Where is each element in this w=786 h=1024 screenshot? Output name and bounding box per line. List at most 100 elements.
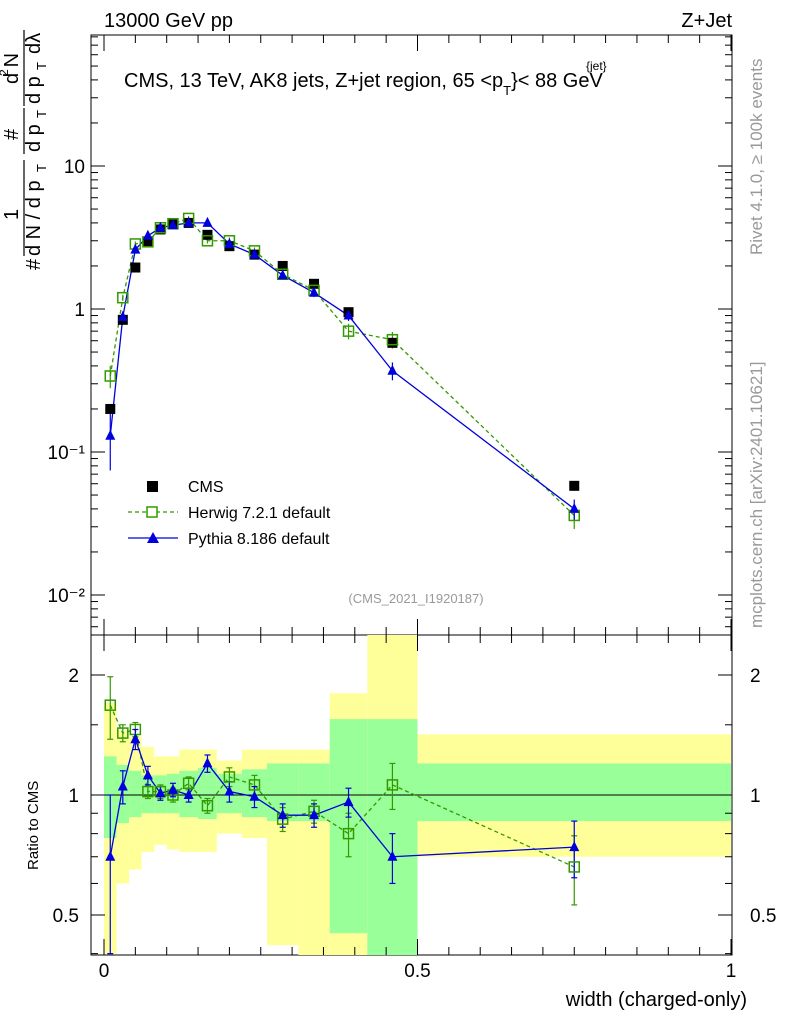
cms-point	[202, 229, 213, 240]
pythia-point	[309, 286, 320, 297]
ratio-band-inner	[417, 763, 731, 822]
pythia-point	[343, 309, 354, 320]
herwig-ratio-point	[223, 771, 236, 783]
legend: CMS Herwig 7.2.1 default Pythia 8.186 de…	[128, 479, 331, 548]
plot-title-sub: T	[503, 83, 511, 98]
herwig-point	[117, 291, 129, 304]
plot-title: CMS, 13 TeV, AK8 jets, Z+jet region, 65 …	[124, 70, 603, 98]
pythia-ratio-point	[183, 789, 194, 799]
cms-point	[105, 403, 116, 414]
legend-herwig-label: Herwig 7.2.1 default	[188, 505, 331, 522]
legend-cms-marker	[147, 481, 158, 492]
legend-pythia-marker	[147, 532, 159, 543]
plot-title-sup: {jet}	[586, 59, 607, 73]
ratio-y-tick-label: 0.5	[53, 906, 79, 927]
herwig-ratio-point	[104, 699, 117, 711]
herwig-ratio-point	[342, 827, 355, 840]
x-tick-label: 1	[726, 961, 737, 982]
cms-point	[387, 337, 398, 348]
plot-title-tail: }< 88 GeV	[511, 70, 603, 92]
svg-text:#: #	[23, 258, 45, 270]
plot-title-main: CMS, 13 TeV, AK8 jets, Z+jet region, 65 …	[124, 70, 503, 92]
svg-text:2: 2	[0, 69, 11, 76]
herwig-ratio-point	[568, 861, 580, 873]
process-label: Z+Jet	[681, 10, 732, 32]
herwig-ratio-point	[142, 785, 154, 798]
legend-pythia-label: Pythia 8.186 default	[188, 531, 330, 548]
ratio-y-tick-label: 1	[68, 786, 79, 807]
x-axis-label: width (charged-only)	[565, 989, 747, 1011]
pythia-ratio-point	[309, 809, 320, 820]
pythia-ratio-point	[343, 796, 354, 807]
svg-text:T: T	[34, 62, 49, 70]
svg-text:T: T	[34, 164, 49, 172]
pythia-point	[387, 364, 398, 375]
svg-text:dλ: dλ	[23, 33, 45, 54]
herwig-ratio-point	[201, 799, 214, 812]
cms-point	[142, 236, 153, 247]
pythia-point	[130, 243, 141, 254]
pythia-point	[117, 310, 128, 321]
pythia-ratio-point	[155, 787, 166, 798]
rivet-label: Rivet 4.1.0, ≥ 100k events	[747, 59, 766, 255]
axis-ticks: 10⁻² 10⁻¹ 1 10 0.5 0.5 1 1 2 2 0 0.5 1	[48, 35, 776, 982]
pythia-ratio-point	[167, 783, 178, 794]
herwig-line	[109, 217, 575, 516]
cms-point	[309, 278, 320, 289]
main-y-tick-label: 1	[74, 300, 85, 321]
pythia-ratio-point	[142, 769, 153, 780]
main-y-axis-label: # d N / d p T 1 d p T # d p T dλ d N 2	[0, 30, 49, 270]
pythia-point	[249, 248, 260, 259]
herwig-point	[104, 370, 117, 382]
main-series-layer	[104, 212, 580, 530]
herwig-ratio-point	[248, 779, 261, 791]
cms-point	[130, 262, 141, 273]
ratio-band-inner	[129, 770, 142, 818]
pythia-point	[277, 269, 288, 280]
svg-text:T: T	[34, 110, 49, 118]
x-tick-label: 0.5	[404, 961, 430, 982]
pythia-line	[109, 222, 575, 510]
ratio-y-axis-label: Ratio to CMS	[25, 781, 42, 870]
pythia-ratio-point	[387, 850, 398, 861]
pythia-point	[142, 229, 153, 240]
pythia-point	[224, 237, 235, 248]
svg-text:#: #	[1, 128, 23, 140]
main-y-tick-label: 10⁻¹	[48, 443, 86, 464]
pythia-point	[183, 216, 194, 227]
x-tick-label: 0	[99, 961, 110, 982]
svg-text:1: 1	[1, 209, 23, 220]
svg-text:d N / d p: d N / d p	[23, 180, 45, 256]
ratio-y-tick-label-right: 2	[750, 666, 761, 687]
legend-herwig-marker	[146, 506, 158, 518]
svg-text:d N: d N	[1, 53, 23, 84]
cms-point	[569, 480, 580, 491]
herwig-ratio-point	[386, 779, 399, 791]
pythia-point	[569, 502, 580, 513]
ratio-y-tick-label-right: 0.5	[750, 906, 776, 927]
pythia-ratio-point	[202, 757, 213, 768]
pythia-ratio-point	[130, 733, 141, 744]
pythia-ratio-point	[105, 850, 116, 861]
herwig-point	[386, 333, 399, 346]
pythia-ratio-point	[569, 841, 580, 852]
pythia-ratio-point	[249, 790, 260, 801]
svg-text:d p: d p	[23, 76, 45, 104]
energy-label: 13000 GeV pp	[104, 10, 233, 32]
ratio-y-tick-label: 2	[68, 666, 79, 687]
herwig-ratio-point	[182, 777, 195, 790]
pythia-point	[105, 429, 116, 440]
legend-cms-label: CMS	[188, 479, 224, 496]
pythia-point	[167, 219, 178, 230]
herwig-point	[201, 235, 214, 247]
pythia-ratio-point	[224, 785, 235, 796]
pythia-ratio-point	[277, 809, 288, 820]
pythia-point	[155, 221, 166, 232]
ratio-y-tick-label-right: 1	[750, 786, 761, 807]
pythia-ratio-point	[117, 780, 128, 791]
pythia-point	[202, 216, 213, 227]
cms-point	[277, 260, 288, 271]
mcplots-label: mcplots.cern.ch [arXiv:2401.10621]	[747, 362, 766, 628]
analysis-id-label: (CMS_2021_I1920187)	[348, 591, 483, 606]
